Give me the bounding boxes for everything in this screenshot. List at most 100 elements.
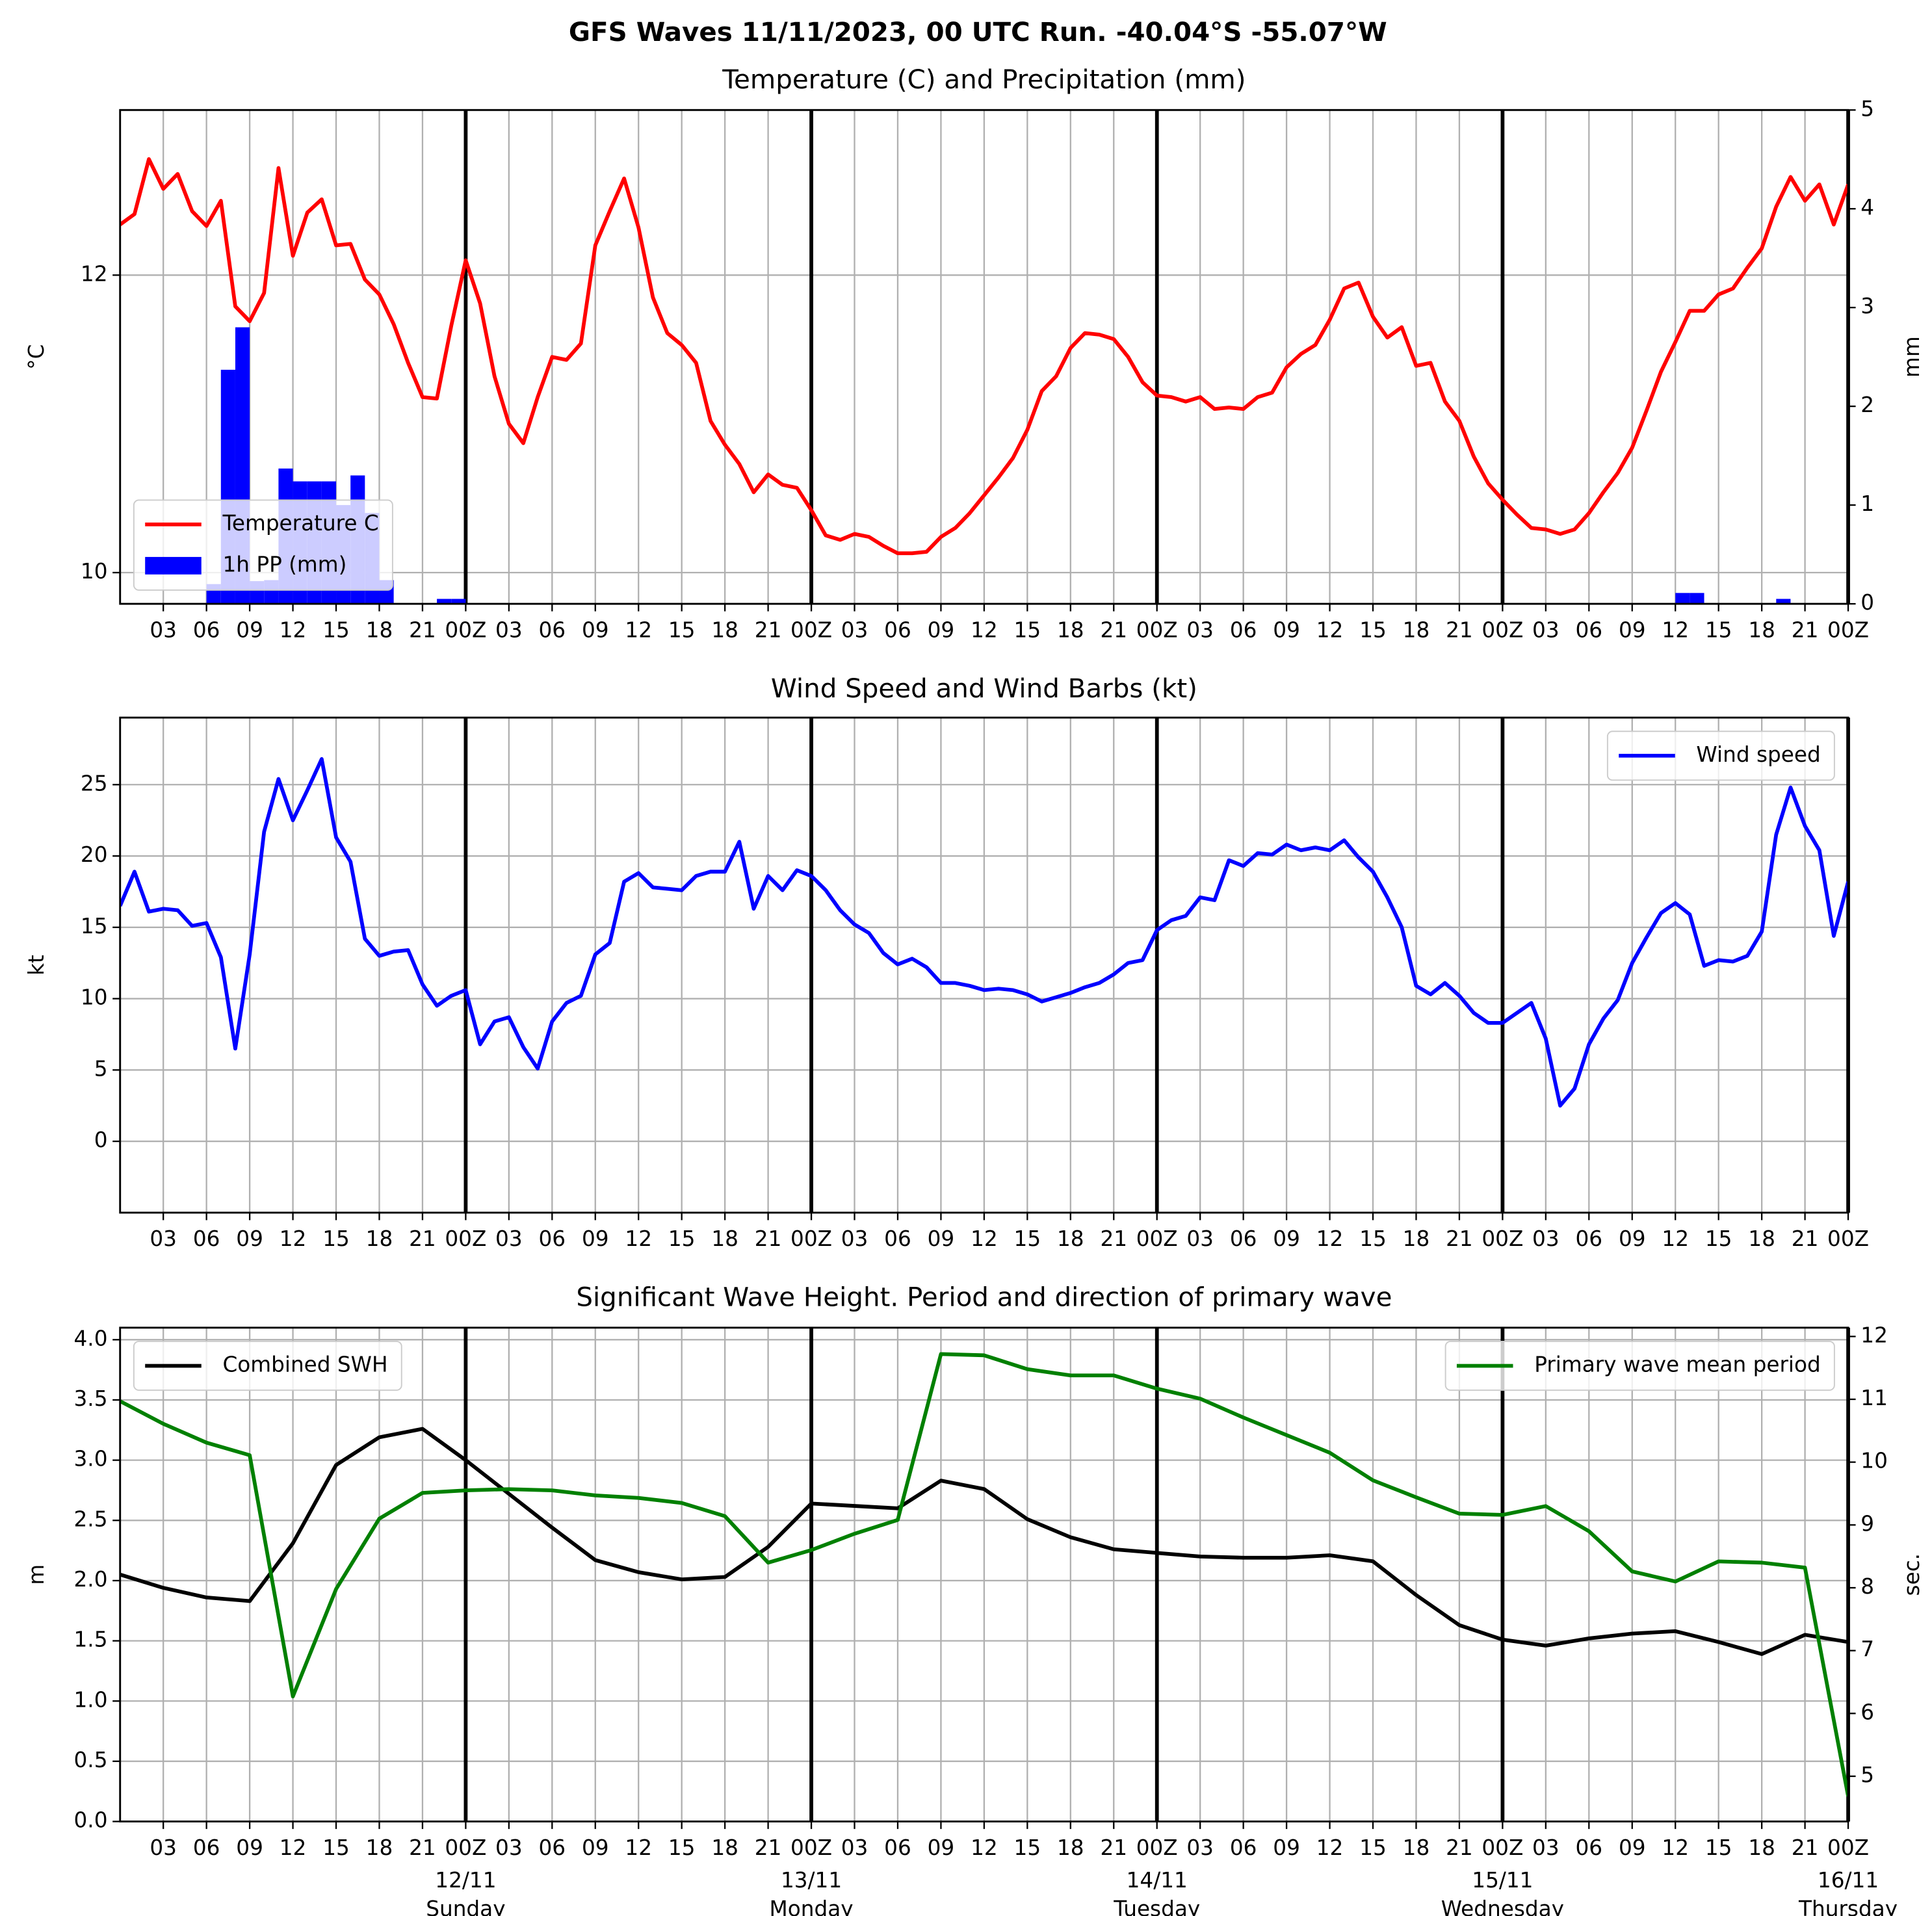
x-tick-label: 06 [1230, 617, 1257, 642]
x-tick-label: 03 [495, 617, 523, 642]
x-tick-label: 21 [409, 1226, 436, 1251]
legend-label: Primary wave mean period [1534, 1352, 1821, 1377]
x-tick-label: 09 [1619, 617, 1646, 642]
day-label: Monday [770, 1897, 854, 1916]
y-tick-label: 1.0 [74, 1687, 108, 1712]
panel-title: Temperature (C) and Precipitation (mm) [722, 64, 1246, 95]
x-tick-label: 15 [668, 1226, 696, 1251]
plot-frame [119, 1327, 1849, 1823]
x-tick-label: 06 [884, 1226, 911, 1251]
x-tick-label: 03 [150, 1226, 177, 1251]
x-tick-label: 03 [841, 617, 868, 642]
x-tick-label: 18 [711, 1835, 738, 1860]
y2-tick-label: 9 [1860, 1511, 1874, 1536]
y2-tick-label: 5 [1860, 96, 1874, 121]
x-tick-label: 21 [755, 1835, 782, 1860]
y2-tick-label: 1 [1860, 491, 1874, 516]
x-tick-label: 00Z [1136, 617, 1178, 642]
x-tick-label: 12 [280, 1226, 307, 1251]
y-tick-label: 2.0 [74, 1567, 108, 1592]
x-tick-label: 21 [1446, 1226, 1473, 1251]
y-tick-label: 4.0 [74, 1326, 108, 1351]
x-tick-label: 09 [236, 1835, 263, 1860]
x-tick-label: 21 [1100, 1226, 1127, 1251]
x-tick-label: 00Z [445, 617, 486, 642]
x-tick-label: 18 [1748, 1835, 1775, 1860]
x-tick-label: 12 [971, 617, 998, 642]
legend-box [1606, 731, 1835, 781]
x-tick-label: 03 [841, 1226, 868, 1251]
x-tick-label: 15 [1359, 1226, 1387, 1251]
x-tick-label: 12 [625, 1226, 652, 1251]
y2-tick-label: 10 [1860, 1449, 1888, 1473]
x-tick-label: 21 [409, 617, 436, 642]
y-tick-label: 3.0 [74, 1447, 108, 1471]
x-tick-label: 18 [366, 1835, 393, 1860]
x-tick-label: 12 [280, 1835, 307, 1860]
x-tick-label: 00Z [1827, 1835, 1869, 1860]
y2-tick-label: 8 [1860, 1574, 1874, 1599]
x-tick-label: 06 [193, 1226, 220, 1251]
x-tick-label: 00Z [1827, 1226, 1869, 1251]
panel-title: Wind Speed and Wind Barbs (kt) [771, 673, 1197, 704]
x-tick-label: 12 [1316, 617, 1344, 642]
precip-bar [451, 599, 466, 604]
x-tick-label: 03 [495, 1835, 523, 1860]
y-tick-label: 10 [81, 559, 108, 584]
x-tick-label: 00Z [790, 1835, 832, 1860]
y2-tick-label: 0 [1860, 590, 1874, 615]
legend: Temperature C 1h PP (mm) [133, 499, 393, 591]
x-tick-label: 06 [539, 1835, 566, 1860]
x-tick-label: 09 [1273, 1835, 1300, 1860]
x-tick-label: 21 [755, 1226, 782, 1251]
x-tick-label: 09 [928, 1226, 955, 1251]
x-tick-label: 12 [1662, 1835, 1689, 1860]
y2-tick-label: 3 [1860, 294, 1874, 318]
series-line [120, 757, 1849, 1108]
x-tick-label: 15 [1014, 617, 1041, 642]
precip-bar [1675, 593, 1690, 604]
date-label: 14/11 [1127, 1868, 1188, 1893]
x-tick-label: 09 [582, 1835, 609, 1860]
x-tick-label: 06 [1230, 1835, 1257, 1860]
x-tick-label: 03 [150, 617, 177, 642]
x-tick-label: 18 [1748, 617, 1775, 642]
x-tick-label: 18 [1057, 1226, 1084, 1251]
y-tick-label: 0 [94, 1128, 108, 1152]
x-tick-label: 15 [322, 1835, 350, 1860]
x-tick-label: 12 [625, 1835, 652, 1860]
legend-label: Combined SWH [222, 1352, 387, 1377]
date-label: 12/11 [435, 1868, 496, 1893]
y2-tick-label: 6 [1860, 1700, 1874, 1724]
y2-tick-label: 5 [1860, 1763, 1874, 1787]
x-tick-label: 06 [1230, 1226, 1257, 1251]
x-tick-label: 06 [884, 1835, 911, 1860]
x-tick-label: 12 [1662, 1226, 1689, 1251]
x-tick-label: 00Z [1482, 1835, 1523, 1860]
y-tick-label: 12 [81, 261, 108, 286]
x-tick-label: 09 [1619, 1226, 1646, 1251]
x-tick-label: 09 [582, 617, 609, 642]
legend-label: 1h PP (mm) [222, 552, 346, 576]
x-tick-label: 15 [1014, 1835, 1041, 1860]
y-tick-label: 25 [81, 771, 108, 796]
y2-axis-label: mm [1899, 336, 1924, 378]
x-tick-label: 00Z [1482, 617, 1523, 642]
x-tick-label: 09 [928, 1835, 955, 1860]
y2-axis-label: sec. [1899, 1553, 1924, 1596]
x-tick-label: 15 [322, 617, 350, 642]
y-axis-label: m [24, 1564, 49, 1585]
x-tick-label: 18 [1403, 1226, 1430, 1251]
x-tick-label: 15 [1359, 1835, 1387, 1860]
x-tick-label: 15 [1705, 1226, 1732, 1251]
x-tick-label: 03 [1186, 1226, 1214, 1251]
x-tick-label: 06 [884, 617, 911, 642]
day-label: Thursday [1798, 1897, 1898, 1916]
x-tick-label: 18 [366, 617, 393, 642]
x-tick-label: 03 [495, 1226, 523, 1251]
x-tick-label: 09 [1273, 1226, 1300, 1251]
precip-bar [1776, 599, 1791, 604]
legend-box [1444, 1340, 1835, 1391]
